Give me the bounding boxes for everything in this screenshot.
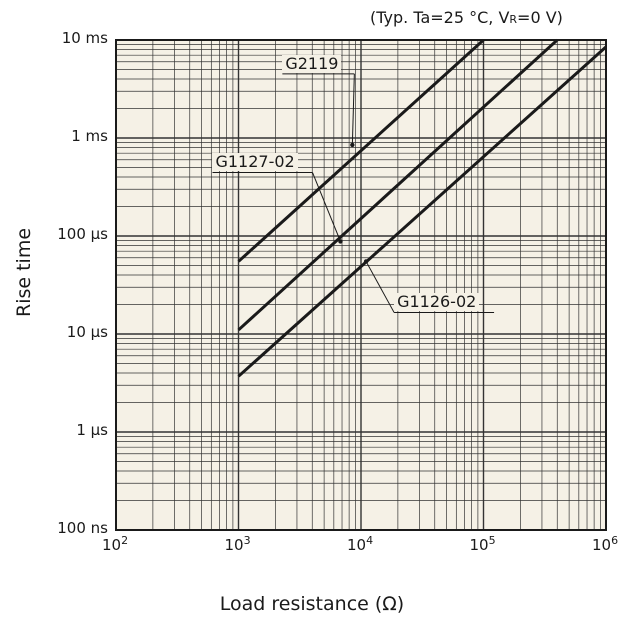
y-axis-label: Rise time (13, 227, 35, 317)
y-tick-label: 1 ms (71, 127, 108, 145)
leader-arrowhead (350, 142, 355, 148)
leader-line (351, 73, 355, 145)
x-axis-label: Load resistance (Ω) (219, 593, 405, 615)
leader-arrowhead (363, 259, 369, 264)
test-conditions: (Typ. Ta=25 °C, VR=0 V) (370, 8, 563, 27)
leader-arrowhead (338, 239, 343, 244)
plot-frame (115, 39, 607, 531)
y-tick-label: 1 µs (76, 421, 108, 439)
leader-line (312, 172, 341, 242)
series-line-g1127-02 (237, 38, 559, 332)
y-tick-label: 10 µs (66, 323, 108, 341)
series-lines (237, 38, 608, 378)
series-label-g1127-02: G1127-02 (212, 153, 298, 172)
x-tick-label: 104 (347, 534, 374, 554)
grid (115, 40, 606, 531)
y-tick-label: 100 ns (57, 519, 108, 537)
annotation-pointers (212, 73, 495, 313)
x-tick-label: 103 (224, 534, 251, 554)
series-line-g2119 (237, 38, 485, 263)
y-tick-label: 10 ms (61, 29, 108, 47)
y-tick-label: 100 µs (57, 225, 108, 243)
series-line-g1126-02 (237, 45, 608, 378)
x-tick-label: 102 (102, 534, 129, 554)
x-tick-label: 106 (592, 534, 619, 554)
series-label-g2119: G2119 (282, 54, 342, 73)
series-label-g1126-02: G1126-02 (394, 293, 480, 312)
leader-line (365, 261, 395, 313)
x-tick-label: 105 (469, 534, 496, 554)
